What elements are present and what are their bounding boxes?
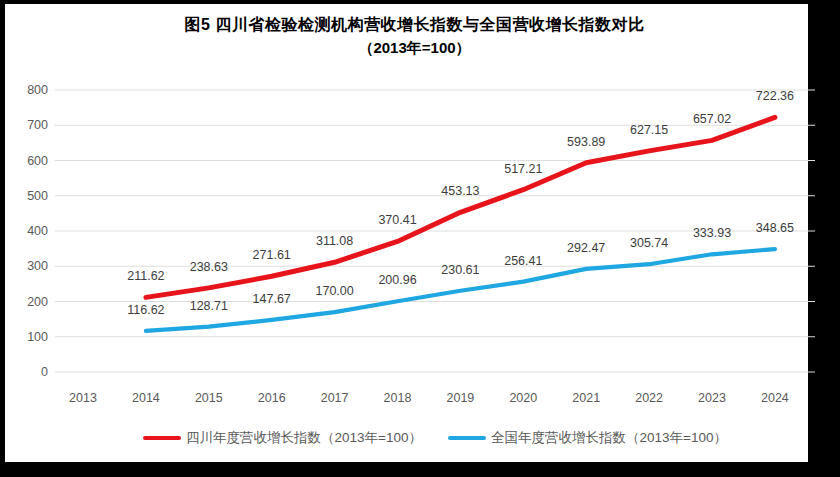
y-tick-label: 100 <box>8 330 48 344</box>
data-label: 453.13 <box>441 184 479 198</box>
data-label: 170.00 <box>315 284 353 298</box>
data-label: 128.71 <box>190 299 228 313</box>
data-label: 348.65 <box>756 221 794 235</box>
data-label: 627.15 <box>630 123 668 137</box>
legend-item-sichuan: 四川年度营收增长指数（2013年=100） <box>143 429 422 447</box>
x-tick-label: 2017 <box>321 391 349 405</box>
y-tick-label: 500 <box>8 189 48 203</box>
y-tick-label: 600 <box>8 154 48 168</box>
x-tick-label: 2022 <box>635 391 663 405</box>
x-tick-label: 2020 <box>509 391 537 405</box>
x-tick-label: 2018 <box>384 391 412 405</box>
x-tick-label: 2014 <box>132 391 160 405</box>
data-label: 593.89 <box>567 135 605 149</box>
x-tick-label: 2016 <box>258 391 286 405</box>
x-tick-label: 2015 <box>195 391 223 405</box>
data-label: 722.36 <box>756 89 794 103</box>
series-line-1 <box>146 249 775 331</box>
data-label: 116.62 <box>127 303 164 317</box>
chart-frame: 图5 四川省检验检测机构营收增长指数与全国营收增长指数对比 （2013年=100… <box>0 0 840 477</box>
x-tick-label: 2023 <box>698 391 726 405</box>
data-label: 370.41 <box>378 213 416 227</box>
y-tick-label: 200 <box>8 295 48 309</box>
data-label: 657.02 <box>693 112 731 126</box>
x-tick-label: 2024 <box>761 391 789 405</box>
x-tick-label: 2019 <box>446 391 474 405</box>
y-tick-label: 800 <box>8 83 48 97</box>
data-label: 305.74 <box>630 236 668 250</box>
data-label: 230.61 <box>441 263 479 277</box>
data-label: 333.93 <box>693 226 731 240</box>
data-label: 256.41 <box>504 254 542 268</box>
y-tick-label: 400 <box>8 224 48 238</box>
data-label: 211.62 <box>127 269 164 283</box>
y-tick-label: 700 <box>8 118 48 132</box>
data-label: 238.63 <box>190 260 228 274</box>
legend-line-swatch-red <box>143 436 181 441</box>
legend-line-swatch-blue <box>448 436 486 441</box>
legend-label-sichuan: 四川年度营收增长指数（2013年=100） <box>186 429 422 447</box>
data-label: 292.47 <box>567 241 605 255</box>
y-tick-label: 0 <box>8 365 48 379</box>
data-label: 147.67 <box>253 292 291 306</box>
y-tick-label: 300 <box>8 259 48 273</box>
data-label: 200.96 <box>378 273 416 287</box>
x-tick-label: 2021 <box>572 391 600 405</box>
legend-item-national: 全国年度营收增长指数（2013年=100） <box>448 429 727 447</box>
data-label: 517.21 <box>504 162 542 176</box>
chart-legend: 四川年度营收增长指数（2013年=100） 全国年度营收增长指数（2013年=1… <box>55 427 815 449</box>
data-label: 271.61 <box>253 248 291 262</box>
legend-label-national: 全国年度营收增长指数（2013年=100） <box>491 429 727 447</box>
x-tick-label: 2013 <box>69 391 97 405</box>
data-label: 311.08 <box>316 234 353 248</box>
